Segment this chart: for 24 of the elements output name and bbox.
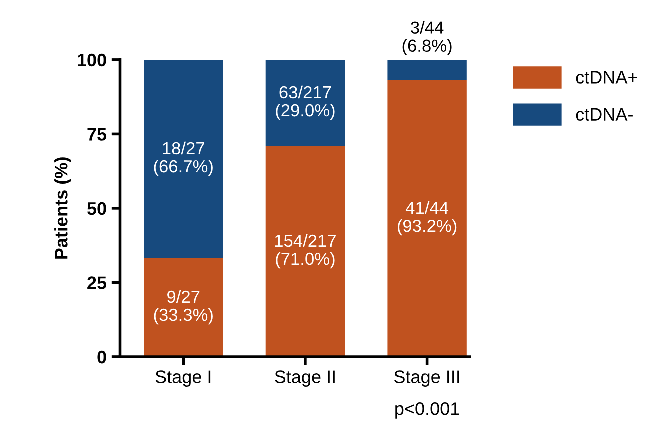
y-axis-title: Patients (%) <box>54 158 72 259</box>
legend-label: ctDNA- <box>576 108 633 121</box>
y-tick-label: 0 <box>98 350 106 364</box>
bar <box>266 146 346 357</box>
bar <box>266 60 346 146</box>
data-label: 63/217 (29.0%) <box>276 86 335 120</box>
x-tick-label: Stage I <box>156 370 211 387</box>
text: p<0.001 <box>396 402 460 419</box>
data-label: 18/27 (66.7%) <box>154 142 213 176</box>
y-tick-label: 50 <box>88 202 106 216</box>
bar <box>388 60 467 80</box>
y-tick-label: 25 <box>88 276 107 290</box>
x-tick-label: Stage II <box>275 370 335 387</box>
bar <box>388 80 467 357</box>
y-tick-label: 100 <box>78 54 106 67</box>
bar <box>144 258 224 357</box>
data-label: 154/217 (71.0%) <box>275 234 336 269</box>
data-label: 3/44 (6.8%) <box>402 21 452 56</box>
bar <box>144 60 224 258</box>
y-tick-label: 75 <box>88 128 107 141</box>
x-tick-label: Stage III <box>394 370 460 387</box>
data-label: 9/27 (33.3%) <box>154 290 213 325</box>
data-label: 41/44 (93.2%) <box>398 201 457 236</box>
legend-label: ctDNA+ <box>576 71 638 84</box>
